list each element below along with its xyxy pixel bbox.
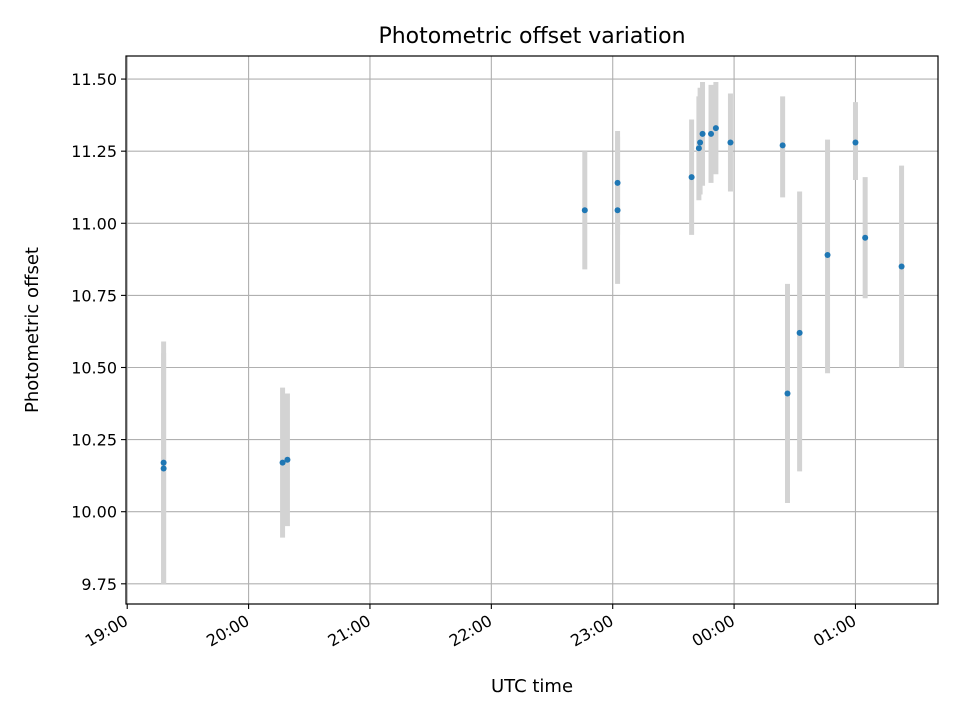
y-tick-label: 9.75 — [81, 575, 117, 594]
data-point — [898, 263, 905, 270]
data-point — [779, 142, 786, 149]
data-point — [727, 139, 734, 146]
data-point — [699, 130, 706, 137]
y-axis-label: Photometric offset — [22, 247, 43, 413]
y-tick-label: 10.50 — [71, 358, 117, 377]
plot-frame — [125, 55, 939, 605]
data-point — [279, 459, 286, 466]
data-point — [697, 139, 704, 146]
data-point — [614, 179, 621, 186]
y-axis-ticks: 9.75 10.00 10.25 10.50 10.75 11.00 11.25 11.50 — [71, 70, 126, 594]
data-point — [824, 252, 831, 259]
y-tick-label: 11.50 — [71, 70, 117, 89]
chart-title: Photometric offset variation — [378, 24, 685, 49]
data-point — [862, 234, 869, 241]
x-axis-label: UTC time — [491, 676, 573, 697]
data-point — [712, 125, 719, 132]
data-point — [614, 207, 621, 214]
data-point — [784, 390, 791, 397]
y-tick-label: 11.25 — [71, 142, 117, 161]
data-point — [708, 130, 715, 137]
grid — [126, 56, 938, 604]
data-points — [160, 125, 905, 472]
data-point — [796, 329, 803, 336]
data-point — [160, 465, 167, 472]
y-tick-label: 10.75 — [71, 286, 117, 305]
y-tick-label: 10.00 — [71, 503, 117, 522]
data-point — [160, 459, 167, 466]
data-point — [852, 139, 859, 146]
y-tick-label: 11.00 — [71, 214, 117, 233]
data-point — [688, 174, 695, 181]
data-point — [695, 145, 702, 152]
data-point — [581, 207, 588, 214]
y-tick-label: 10.25 — [71, 431, 117, 450]
data-point — [284, 456, 291, 463]
